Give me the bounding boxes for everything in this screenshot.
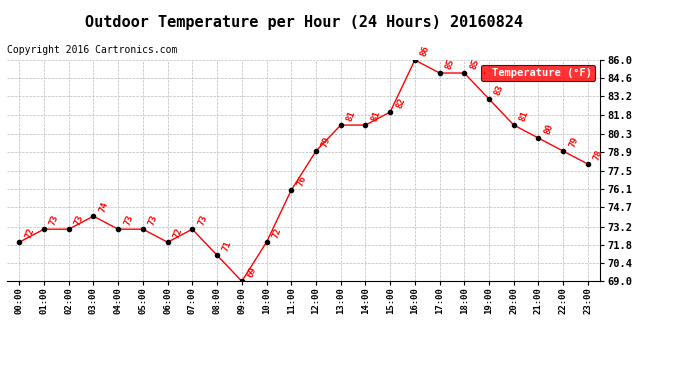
Text: 86: 86: [419, 45, 431, 58]
Text: 78: 78: [592, 149, 604, 162]
Text: 72: 72: [23, 227, 36, 240]
Text: 79: 79: [567, 136, 580, 149]
Text: Copyright 2016 Cartronics.com: Copyright 2016 Cartronics.com: [7, 45, 177, 55]
Text: Outdoor Temperature per Hour (24 Hours) 20160824: Outdoor Temperature per Hour (24 Hours) …: [85, 15, 522, 30]
Text: 83: 83: [493, 84, 505, 97]
Text: 74: 74: [97, 201, 110, 214]
Legend: Temperature (°F): Temperature (°F): [480, 65, 595, 81]
Text: 79: 79: [320, 136, 333, 149]
Text: 76: 76: [295, 175, 308, 188]
Text: 72: 72: [270, 227, 283, 240]
Text: 71: 71: [221, 240, 233, 253]
Text: 85: 85: [444, 58, 456, 71]
Text: 72: 72: [172, 227, 184, 240]
Text: 73: 73: [48, 214, 60, 227]
Text: 85: 85: [469, 58, 481, 71]
Text: 82: 82: [394, 97, 406, 110]
Text: 73: 73: [197, 214, 208, 227]
Text: 80: 80: [542, 123, 555, 136]
Text: 81: 81: [370, 110, 382, 123]
Text: 69: 69: [246, 266, 258, 279]
Text: 73: 73: [147, 214, 159, 227]
Text: 81: 81: [518, 110, 530, 123]
Text: 73: 73: [73, 214, 85, 227]
Text: 81: 81: [345, 110, 357, 123]
Text: 73: 73: [122, 214, 135, 227]
